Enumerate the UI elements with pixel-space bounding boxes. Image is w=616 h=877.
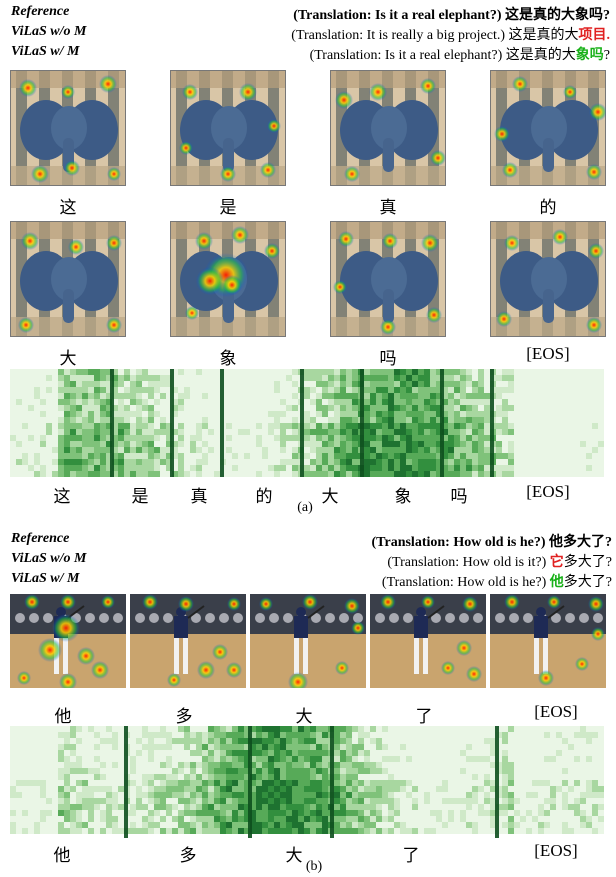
row-label-with-m: ViLaS w/ M: [11, 44, 80, 59]
with-m-sentence: (Translation: Is it a real elephant?) 这是…: [310, 44, 610, 64]
without-m-error: 它: [549, 555, 564, 570]
with-m-suffix: ?: [603, 48, 610, 63]
row-label-with-m: ViLaS w/ M: [11, 571, 80, 586]
token-label: 了: [415, 707, 433, 726]
reference-chinese: 这是真的大象吗?: [505, 8, 610, 23]
row-label-reference: Reference: [11, 4, 70, 19]
row-label-reference: Reference: [11, 531, 70, 546]
spectrogram-token: 他: [53, 846, 71, 865]
without-m-sentence: (Translation: It is really a big project…: [291, 24, 610, 44]
token-label: 这: [59, 198, 77, 217]
attention-map-a-token-8: [490, 221, 606, 337]
with-m-translation: (Translation: How old is he?): [381, 575, 547, 590]
attention-map-b-token-2: [130, 594, 246, 688]
attention-map-a-token-4: [490, 70, 606, 186]
with-m-translation: (Translation: Is it a real elephant?): [309, 48, 503, 63]
without-m-sentence: (Translation: How old is it?) 它多大了?: [387, 551, 612, 571]
token-label: 吗: [379, 349, 397, 368]
panel-a-caption: (a): [297, 500, 313, 515]
without-m-error: 项目.: [578, 28, 611, 43]
row-label-without-m: ViLaS w/o M: [11, 24, 87, 39]
spectrogram-token: 多: [179, 846, 197, 865]
attention-map-a-token-1: [10, 70, 126, 186]
reference-chinese: 他多大了?: [549, 535, 612, 550]
with-m-chinese: 这是真的大: [505, 48, 576, 63]
spectrogram-token: 真: [190, 487, 208, 506]
token-label: 象: [219, 349, 237, 368]
attention-map-a-token-3: [330, 70, 446, 186]
token-label: 大: [59, 349, 77, 368]
spectrogram-token: 吗: [450, 487, 468, 506]
attention-map-a-token-6: [170, 221, 286, 337]
token-label: 真: [379, 198, 397, 217]
token-label: 大: [295, 707, 313, 726]
without-m-translation: (Translation: It is really a big project…: [291, 28, 505, 43]
with-m-suffix: 多大了?: [563, 575, 612, 590]
spectrogram-b: [10, 726, 606, 838]
spectrogram-token: [EOS]: [534, 841, 578, 860]
token-label: 他: [54, 707, 72, 726]
without-m-translation: (Translation: How old is it?): [387, 555, 547, 570]
reference-translation: (Translation: Is it a real elephant?): [293, 8, 502, 23]
attention-map-b-token-3: [250, 594, 366, 688]
row-label-without-m: ViLaS w/o M: [11, 551, 87, 566]
spectrogram-token: [EOS]: [526, 482, 570, 501]
attention-map-a-token-7: [330, 221, 446, 337]
reference-translation: (Translation: How old is he?): [371, 535, 546, 550]
spectrogram-a: [10, 369, 606, 477]
spectrogram-token: 象: [394, 487, 412, 506]
token-label: 多: [175, 707, 193, 726]
token-label: [EOS]: [526, 344, 570, 363]
reference-sentence: (Translation: Is it a real elephant?) 这是…: [293, 4, 610, 24]
with-m-correct: 象吗: [575, 48, 604, 63]
attention-map-b-token-4: [370, 594, 486, 688]
without-m-chinese: 这是真的大: [508, 28, 579, 43]
attention-map-a-token-5: [10, 221, 126, 337]
without-m-suffix: 多大了?: [563, 555, 612, 570]
attention-map-b-token-1: [10, 594, 126, 688]
with-m-correct: 他: [549, 575, 564, 590]
token-label: [EOS]: [534, 702, 578, 721]
spectrogram-token: 的: [255, 487, 273, 506]
token-label: 是: [219, 198, 237, 217]
token-label: 的: [539, 198, 557, 217]
attention-map-b-token-5: [490, 594, 606, 688]
spectrogram-token: 大: [285, 846, 303, 865]
spectrogram-token: 大: [321, 487, 339, 506]
spectrogram-token: 是: [131, 487, 149, 506]
panel-b-caption: (b): [305, 859, 323, 874]
spectrogram-token: 了: [402, 846, 420, 865]
attention-map-a-token-2: [170, 70, 286, 186]
with-m-sentence: (Translation: How old is he?) 他多大了?: [382, 571, 612, 591]
spectrogram-token: 这: [53, 487, 71, 506]
reference-sentence: (Translation: How old is he?) 他多大了?: [372, 531, 612, 551]
